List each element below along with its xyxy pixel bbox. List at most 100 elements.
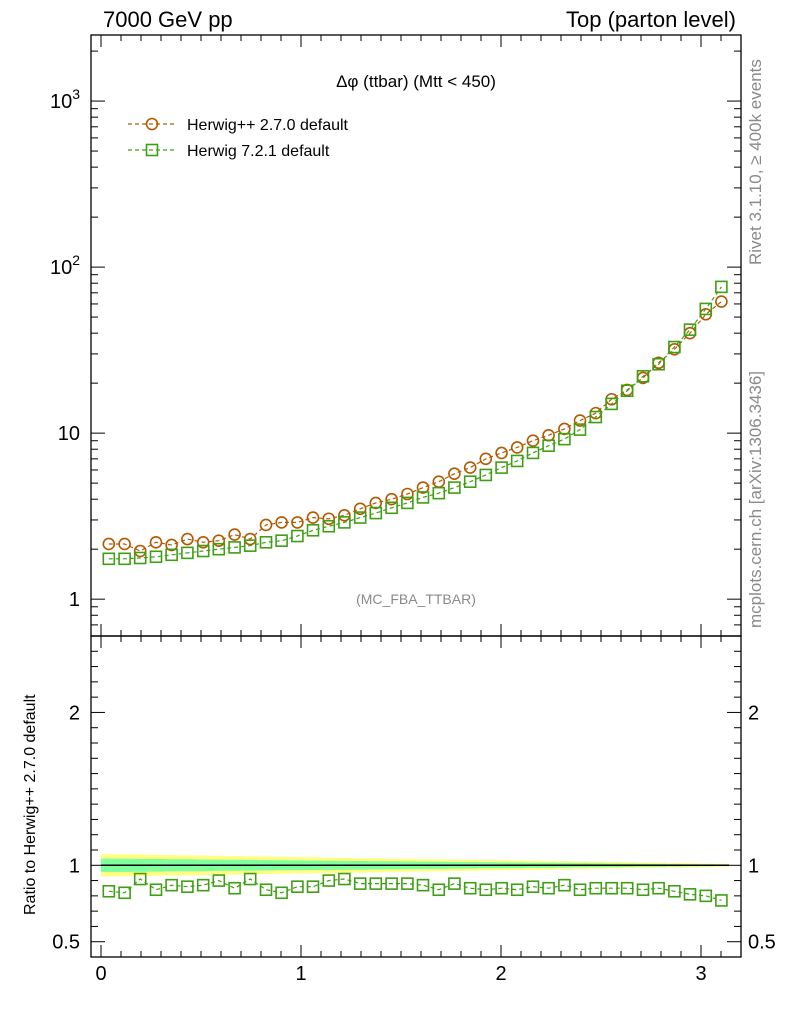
herwig7-series-point <box>118 552 131 566</box>
herwig7-ratio-series-point <box>228 881 241 895</box>
herwigpp-series-point <box>353 502 367 516</box>
herwigpp-series-point <box>243 532 257 546</box>
y-tick-label: 10 <box>58 423 80 445</box>
herwig7-series-point <box>196 544 210 558</box>
herwigpp-series-point <box>401 487 414 501</box>
herwig7-series-point <box>495 461 508 474</box>
y-tick-label: 102 <box>50 252 80 279</box>
y-tick-label: 0.5 <box>52 932 80 954</box>
herwig7-ratio-series-point <box>668 884 681 898</box>
herwigpp-series-point <box>479 452 493 466</box>
herwigpp-series-point <box>510 441 524 454</box>
herwig7-ratio-series-point <box>683 888 697 901</box>
herwig7-series-point <box>353 511 367 524</box>
herwig7-ratio-series-point <box>322 874 336 887</box>
herwig7-ratio-series-point <box>259 883 273 897</box>
herwigpp-series-point <box>228 528 241 541</box>
plot-title: Δφ (ttbar) (Mtt < 450) <box>336 72 496 91</box>
herwigpp-series-point <box>573 414 587 427</box>
herwigpp-series-point <box>306 511 320 524</box>
herwig7-ratio-series-point <box>165 878 178 892</box>
herwig7-series-point <box>275 534 288 547</box>
herwigpp-series-point <box>165 538 178 552</box>
herwig7-series-point <box>133 551 147 565</box>
herwig7-series-point <box>573 423 587 436</box>
herwig7-series-point <box>306 523 320 537</box>
header-left: 7000 GeV pp <box>103 7 233 32</box>
herwig7-series-point <box>620 384 634 398</box>
herwig7-ratio-series-point <box>118 886 131 900</box>
herwig7-series-point <box>542 439 555 453</box>
y-tick-label-right: 0.5 <box>748 932 776 954</box>
herwig7-series-point <box>526 446 540 460</box>
herwigpp-series-point <box>526 434 540 448</box>
herwigpp-series-point <box>149 536 163 549</box>
herwig7-series-point <box>401 496 414 510</box>
legend-label: Herwig 7.2.1 default <box>187 143 330 160</box>
herwig7-ratio-series-point <box>133 872 147 886</box>
x-tick-label: 3 <box>695 963 706 985</box>
herwigpp-series-point <box>432 475 446 488</box>
herwig7-series-point <box>589 410 603 424</box>
herwig7-series-point <box>605 397 618 411</box>
y-tick-label-right: 1 <box>748 855 759 877</box>
herwig7-ratio-series-point <box>463 881 477 895</box>
herwig7-series-point <box>149 550 163 564</box>
herwigpp-series-point <box>448 467 461 480</box>
herwig7-ratio-series-point <box>401 877 414 890</box>
herwig7-ratio-series-point <box>243 872 257 886</box>
herwig7-ratio-series-point <box>510 883 524 897</box>
herwigpp-series-point <box>102 537 116 551</box>
analysis-annotation: (MC_FBA_TTBAR) <box>356 591 476 607</box>
herwig7-ratio-series-point <box>448 877 461 890</box>
herwig7-ratio-series-point <box>542 881 555 895</box>
herwig7-ratio-series-point <box>385 877 398 890</box>
herwig7-series-point <box>416 491 430 504</box>
herwigpp-series-point <box>291 516 304 529</box>
x-tick-label: 2 <box>495 963 506 985</box>
herwig7-series-point <box>715 280 728 294</box>
legend-label: Herwig++ 2.7.0 default <box>187 117 349 134</box>
herwig7-series-point <box>369 506 383 520</box>
y-tick-label: 2 <box>69 702 80 724</box>
herwig7-ratio-series-point <box>636 883 650 897</box>
herwigpp-series-point <box>275 516 288 529</box>
herwig7-series-point <box>322 519 336 533</box>
herwig7-series-point <box>165 548 178 562</box>
herwig7-series-point <box>479 468 493 482</box>
herwigpp-series-point <box>118 537 131 551</box>
y-tick-label-right: 2 <box>748 702 759 724</box>
herwig7-ratio-series-point <box>102 884 116 898</box>
herwig7-ratio-series-point <box>589 881 603 895</box>
y-tick-label: 103 <box>50 86 80 113</box>
herwigpp-series-point <box>416 481 430 494</box>
main-plot: 1 10 102 103 Δφ (ttbar) (Mtt < 450) (MC_FBA_T… <box>50 34 742 637</box>
herwig7-ratio-series-point <box>291 880 304 893</box>
y-tick-label: 1 <box>69 855 80 877</box>
herwig7-ratio-series-point <box>306 880 320 893</box>
herwig7-series-point <box>228 541 241 554</box>
herwig7-ratio-series-point <box>338 872 351 886</box>
herwig7-ratio-series-point <box>715 894 728 907</box>
herwig7-ratio-series-point <box>526 880 540 893</box>
herwig7-series-point <box>510 454 524 468</box>
herwig7-series-point <box>463 475 477 488</box>
herwig7-ratio-series-point <box>369 877 383 890</box>
herwigpp-series-point <box>338 508 351 522</box>
herwig7-series-point <box>243 539 257 552</box>
herwig7-ratio-series-point <box>416 878 430 892</box>
herwig7-ratio-series-point <box>212 874 226 887</box>
herwigpp-series-point <box>259 518 273 532</box>
x-tick-label: 1 <box>295 963 306 985</box>
herwig7-ratio-series-point <box>479 883 493 897</box>
herwigpp-series-point <box>385 492 398 506</box>
x-tick-label: 0 <box>95 963 106 985</box>
herwig7-series-line <box>108 286 722 560</box>
herwig7-series-point <box>699 302 713 316</box>
ratio-plot: 0 1 2 3 0.5 0.5 1 1 2 2 <box>52 635 776 985</box>
herwigpp-series-point <box>196 536 210 549</box>
herwig7-ratio-series-point <box>605 881 618 895</box>
ratio-plot-frame <box>90 635 742 958</box>
herwig7-ratio-series-point <box>652 881 665 895</box>
herwig7-series-point <box>291 529 304 543</box>
